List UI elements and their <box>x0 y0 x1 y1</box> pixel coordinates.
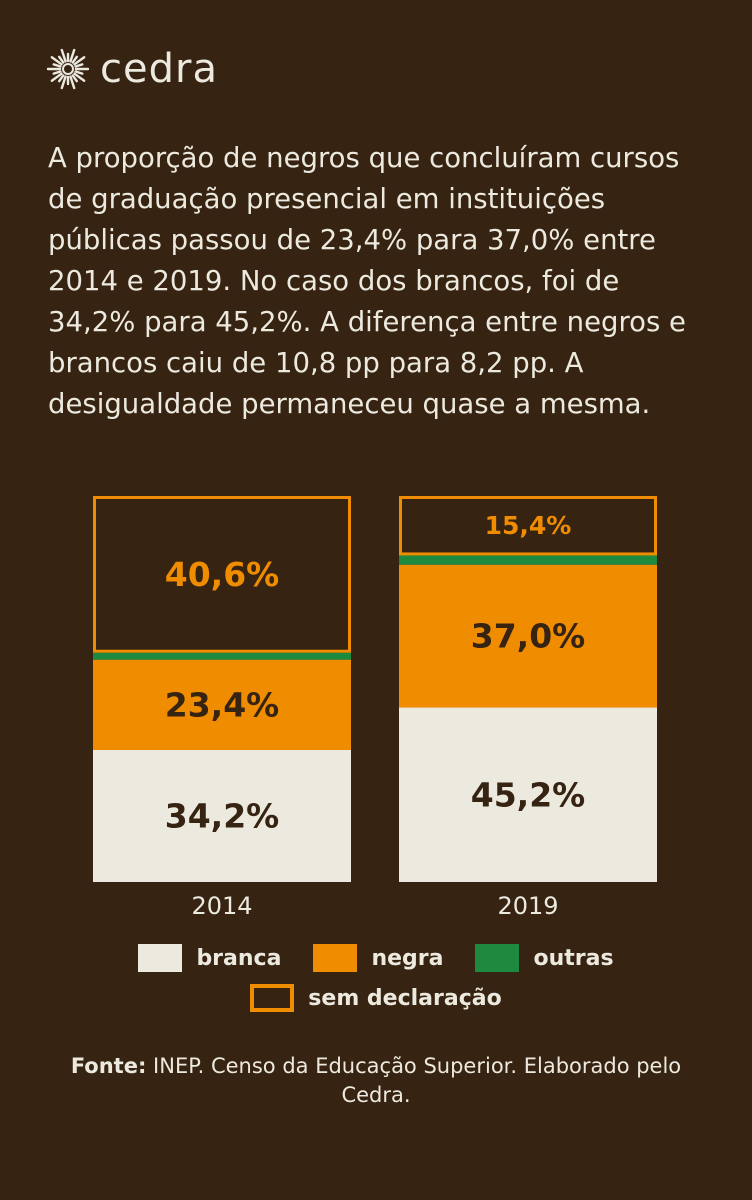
data-label-branca-2014: 34,2% <box>165 796 280 835</box>
source-text: INEP. Censo da Educação Superior. Elabor… <box>146 1054 682 1107</box>
legend-item-outras: outras <box>475 944 614 972</box>
legend-swatch-sem-declaracao <box>250 984 295 1012</box>
intro-paragraph: A proporção de negros que concluíram cur… <box>48 142 686 420</box>
bar-outras-2014 <box>93 652 351 660</box>
source-note: Fonte: INEP. Censo da Educação Superior.… <box>40 1052 712 1110</box>
source-prefix: Fonte: <box>70 1054 147 1078</box>
brand-logo: cedra <box>46 44 218 94</box>
legend-label-negra: negra <box>371 945 444 971</box>
legend-item-negra: negra <box>313 944 443 972</box>
bar-sem-declaracao-2019 <box>399 496 657 556</box>
bar-negra-2019 <box>399 564 657 708</box>
legend-swatch-branca <box>138 944 183 972</box>
x-tick-label-2014: 2014 <box>191 892 252 920</box>
bar-sem-declaracao-2014 <box>93 496 351 653</box>
data-label-branca-2019: 45,2% <box>471 775 586 814</box>
data-label-sem-declaracao-2014: 40,6% <box>165 555 280 594</box>
bar-branca-2014 <box>93 749 351 882</box>
bar-branca-2019 <box>399 707 657 882</box>
legend-swatch-negra <box>313 944 358 972</box>
legend-label-sem-declaracao: sem declaração <box>308 985 502 1011</box>
brand-name: cedra <box>100 46 218 92</box>
bar-negra-2014 <box>93 659 351 750</box>
legend-item-sem-declaracao: sem declaração <box>250 984 502 1012</box>
stacked-bar-chart: 34,2% 23,4% 40,6% 2014 45,2% 37,0% 15,4% 2019 <box>93 496 657 920</box>
legend-row-1: branca negra outras <box>0 944 752 972</box>
legend-item-branca: branca <box>138 944 281 972</box>
sun-icon <box>46 48 90 90</box>
x-tick-label-2019: 2019 <box>497 892 558 920</box>
legend-row-2: sem declaração <box>0 984 752 1012</box>
legend-label-outras: outras <box>533 945 614 971</box>
bar-outras-2019 <box>399 555 657 565</box>
data-label-negra-2019: 37,0% <box>471 617 586 656</box>
data-label-sem-declaracao-2019: 15,4% <box>485 511 572 540</box>
data-label-negra-2014: 23,4% <box>165 685 280 724</box>
legend-label-branca: branca <box>196 945 282 971</box>
legend-swatch-outras <box>475 944 520 972</box>
